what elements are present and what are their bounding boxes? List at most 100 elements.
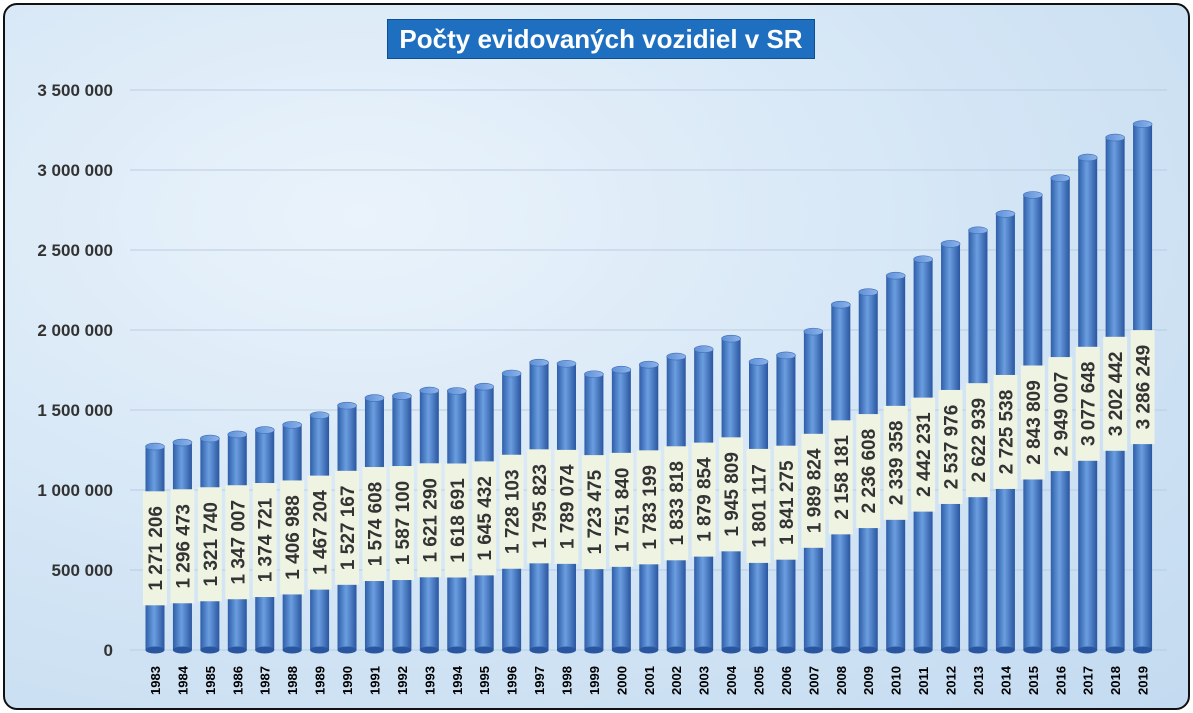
- data-label: 1 347 007: [225, 485, 250, 600]
- data-label-text: 2 843 809: [1024, 380, 1045, 465]
- x-tick-label: 2011: [916, 667, 931, 695]
- data-label: 1 321 740: [197, 487, 222, 602]
- data-label-text: 1 751 840: [612, 468, 633, 553]
- data-label: 2 843 809: [1020, 365, 1045, 480]
- x-tick-label: 1989: [313, 666, 328, 695]
- y-tick-label: 2 500 000: [37, 241, 113, 260]
- chart-title-box: Počty evidovaných vozidiel v SR: [387, 19, 815, 59]
- data-label-text: 2 158 181: [832, 435, 853, 520]
- x-tick-label: 2015: [1026, 666, 1041, 695]
- x-tick-label: 2004: [724, 665, 739, 695]
- data-label: 1 574 608: [362, 467, 387, 582]
- x-tick-label: 2013: [971, 666, 986, 695]
- data-label: 1 833 818: [664, 446, 689, 561]
- data-label-text: 1 833 818: [667, 461, 688, 546]
- data-label: 1 406 988: [280, 480, 305, 595]
- data-label: 2 236 608: [856, 414, 881, 529]
- data-label: 1 621 290: [417, 463, 442, 578]
- data-label-text: 1 801 117: [750, 464, 771, 547]
- x-tick-label: 1997: [532, 666, 547, 695]
- data-label-text: 1 374 721: [256, 497, 277, 582]
- data-label: 1 374 721: [252, 483, 277, 598]
- data-label-text: 3 202 442: [1106, 352, 1127, 437]
- data-label-text: 1 879 854: [695, 457, 716, 542]
- data-label-text: 3 286 249: [1134, 345, 1155, 430]
- x-tick-label: 1984: [175, 665, 190, 695]
- x-tick-label: 1994: [450, 665, 465, 695]
- x-tick-label: 2010: [889, 666, 904, 695]
- x-tick-label: 2003: [697, 666, 712, 695]
- data-label-text: 2 949 007: [1051, 372, 1072, 457]
- y-tick-label: 1 000 000: [37, 481, 113, 500]
- x-tick-label: 2002: [669, 666, 684, 695]
- x-tick-label: 2018: [1108, 666, 1123, 695]
- data-label-text: 1 347 007: [228, 500, 249, 585]
- data-label-text: 1 321 740: [201, 502, 222, 587]
- x-tick-label: 2019: [1136, 666, 1151, 695]
- y-tick-label: 3 000 000: [37, 161, 113, 180]
- y-tick-label: 500 000: [52, 561, 113, 580]
- data-label-text: 1 467 204: [311, 490, 332, 575]
- x-tick-label: 2006: [779, 666, 794, 695]
- x-tick-label: 1986: [230, 666, 245, 695]
- data-label-text: 1 621 290: [420, 478, 441, 563]
- data-label: 3 286 249: [1130, 330, 1155, 445]
- x-tick-label: 1998: [559, 666, 574, 695]
- data-label-text: 1 527 167: [338, 486, 359, 571]
- data-label: 1 587 100: [389, 466, 414, 581]
- data-label-text: 1 989 824: [804, 448, 825, 533]
- data-label: 2 158 181: [828, 420, 853, 535]
- bar-chart: 0 500 000 1 000 000 1 500 000 2 000 000 2 500…: [37, 81, 1167, 695]
- data-label-text: 2 537 976: [942, 405, 963, 490]
- data-label-text: 2 442 231: [914, 412, 935, 497]
- x-tick-label: 1991: [367, 666, 382, 695]
- x-tick-label: 1992: [395, 666, 410, 695]
- chart-title: Počty evidovaných vozidiel v SR: [399, 23, 803, 54]
- x-tick-label: 1985: [203, 666, 218, 695]
- x-axis-ticks: 1983 1984 1985 1986 1987 1988 1989 1990 1991 1992…: [148, 665, 1151, 695]
- data-label: 2 442 231: [911, 397, 936, 512]
- data-label-text: 3 077 648: [1079, 362, 1100, 447]
- x-tick-label: 1996: [505, 666, 520, 695]
- x-tick-label: 1995: [477, 666, 492, 695]
- data-label: 1 618 691: [444, 463, 469, 578]
- x-tick-label: 2012: [944, 666, 959, 695]
- data-label: 1 467 204: [307, 475, 332, 590]
- data-label-text: 1 795 823: [530, 464, 551, 549]
- data-label-text: 1 406 988: [283, 495, 304, 580]
- data-label-text: 1 723 475: [585, 469, 606, 554]
- data-label: 2 949 007: [1048, 357, 1073, 472]
- data-label: 1 645 432: [472, 461, 497, 576]
- data-label: 1 789 074: [554, 449, 579, 564]
- data-label-text: 1 945 809: [722, 452, 743, 537]
- data-label: 1 296 473: [170, 489, 195, 604]
- x-tick-label: 2009: [861, 666, 876, 695]
- data-label-text: 2 339 358: [887, 421, 908, 506]
- data-label-text: 1 271 206: [146, 506, 167, 591]
- x-tick-label: 1983: [148, 666, 163, 695]
- x-tick-label: 2014: [998, 665, 1013, 695]
- data-label: 3 077 648: [1075, 346, 1100, 461]
- data-label: 2 725 538: [993, 374, 1018, 489]
- data-label: 1 989 824: [801, 433, 826, 548]
- y-tick-label: 0: [104, 641, 113, 660]
- data-label-text: 1 728 103: [503, 469, 524, 554]
- data-label-text: 1 789 074: [557, 464, 578, 549]
- data-label: 1 783 199: [636, 450, 661, 565]
- data-label: 1 801 117: [746, 448, 771, 563]
- data-label: 1 271 206: [143, 491, 167, 606]
- data-label-text: 1 783 199: [640, 465, 661, 550]
- y-tick-label: 3 500 000: [37, 81, 113, 100]
- x-tick-label: 2000: [614, 666, 629, 695]
- y-tick-label: 2 000 000: [37, 321, 113, 340]
- data-labels: 1 271 206 1 296 473 1 321 740 1 347 007 1 37…: [143, 330, 1155, 606]
- chart-frame: 0 500 000 1 000 000 1 500 000 2 000 000 2 500…: [3, 3, 1190, 710]
- x-tick-label: 2007: [806, 666, 821, 695]
- data-label-text: 2 236 608: [859, 429, 880, 514]
- x-tick-label: 2017: [1081, 666, 1096, 695]
- data-label: 1 723 475: [581, 455, 606, 570]
- data-label: 1 795 823: [527, 449, 552, 564]
- x-tick-label: 2001: [642, 666, 657, 695]
- y-axis-ticks: 0 500 000 1 000 000 1 500 000 2 000 000 2 500…: [37, 81, 113, 660]
- data-label-text: 1 574 608: [365, 482, 386, 567]
